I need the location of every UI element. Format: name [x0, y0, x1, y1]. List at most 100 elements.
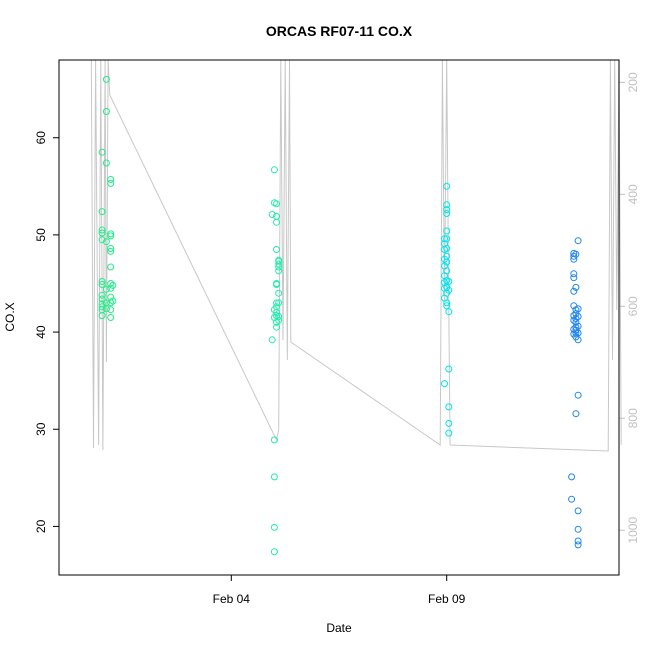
data-point — [273, 218, 280, 226]
data-point — [275, 299, 283, 307]
right-tick-label: 400 — [626, 184, 640, 204]
data-point — [98, 229, 106, 237]
data-point — [275, 267, 283, 275]
y-tick-label: 20 — [34, 519, 48, 533]
data-point — [445, 278, 453, 285]
data-point — [275, 313, 283, 320]
data-point — [270, 523, 278, 531]
data-point — [98, 281, 106, 288]
data-point — [570, 316, 578, 324]
data-point — [570, 252, 578, 260]
data-point — [102, 299, 110, 307]
data-point — [275, 289, 283, 297]
data-point — [109, 297, 117, 305]
data-point — [445, 403, 453, 411]
data-point — [107, 280, 115, 287]
data-point — [443, 252, 451, 260]
data-point — [107, 245, 115, 252]
data-point — [443, 302, 451, 310]
series-RF07 — [98, 75, 117, 321]
data-point — [574, 525, 582, 533]
data-point — [107, 263, 115, 271]
data-point — [568, 473, 576, 481]
data-point — [107, 306, 115, 314]
data-point — [109, 281, 117, 289]
y-tick-label: 30 — [34, 422, 48, 436]
data-point — [98, 236, 106, 244]
right-tick-label: 200 — [626, 72, 640, 92]
data-point — [273, 246, 280, 253]
data-point — [268, 336, 276, 344]
data-point — [273, 318, 280, 326]
y-tick-label: 50 — [34, 228, 48, 242]
x-tick-label: Feb 09 — [428, 592, 466, 606]
data-point — [445, 286, 453, 294]
data-point — [441, 235, 448, 243]
data-point — [273, 299, 280, 307]
data-point — [570, 287, 578, 295]
data-point — [102, 238, 110, 246]
data-point — [270, 548, 278, 556]
y-axis-label: CO.X — [3, 302, 17, 331]
data-point — [107, 179, 115, 187]
axes: 20 30 40 50 60 Feb 04 Feb 09 200 400 600 800 1000 — [34, 72, 640, 606]
data-point — [275, 256, 283, 264]
y-tick-label: 60 — [34, 131, 48, 145]
data-point — [273, 323, 280, 331]
data-point — [443, 206, 451, 214]
data-point — [107, 230, 115, 238]
data-point — [568, 495, 576, 503]
data-point — [443, 235, 451, 243]
data-point — [574, 322, 582, 330]
data-point — [443, 210, 451, 217]
x-tick-label: Feb 04 — [213, 592, 251, 606]
data-point — [102, 159, 110, 167]
right-tick-label: 600 — [626, 296, 640, 316]
data-point — [574, 237, 582, 245]
data-point — [443, 182, 451, 190]
data-point — [443, 201, 451, 209]
data-point — [441, 380, 448, 388]
data-point — [102, 75, 110, 83]
data-point — [443, 299, 451, 307]
data-point — [102, 285, 110, 293]
data-point — [443, 227, 451, 235]
data-point — [574, 313, 582, 320]
data-point — [574, 336, 582, 344]
data-point — [102, 108, 110, 115]
data-point — [98, 312, 106, 320]
data-point — [98, 208, 106, 216]
data-point — [572, 283, 580, 291]
data-points — [98, 75, 582, 556]
chart-title: ORCAS RF07-11 CO.X — [266, 23, 413, 39]
data-point — [574, 329, 582, 337]
right-tick-label: 1000 — [626, 517, 640, 544]
series-RF09 — [441, 182, 453, 437]
y-tick-label: 40 — [34, 325, 48, 339]
data-point — [268, 211, 276, 218]
data-point — [270, 473, 278, 481]
data-point — [270, 166, 278, 174]
data-point — [98, 303, 106, 311]
data-point — [574, 541, 582, 549]
data-point — [570, 274, 578, 282]
data-point — [273, 200, 280, 208]
data-point — [98, 295, 106, 303]
data-point — [572, 315, 580, 322]
data-point — [574, 537, 582, 545]
data-point — [107, 314, 115, 321]
data-point — [445, 365, 453, 373]
data-point — [574, 507, 582, 515]
data-point — [273, 303, 280, 311]
data-point — [98, 300, 106, 308]
data-point — [445, 419, 453, 427]
data-point — [570, 270, 578, 278]
data-point — [572, 318, 580, 326]
data-point — [572, 250, 580, 258]
plot-frame — [58, 59, 620, 576]
data-point — [445, 429, 453, 437]
data-point — [443, 267, 451, 275]
data-point — [574, 305, 582, 313]
altitude-line — [90, 59, 622, 452]
